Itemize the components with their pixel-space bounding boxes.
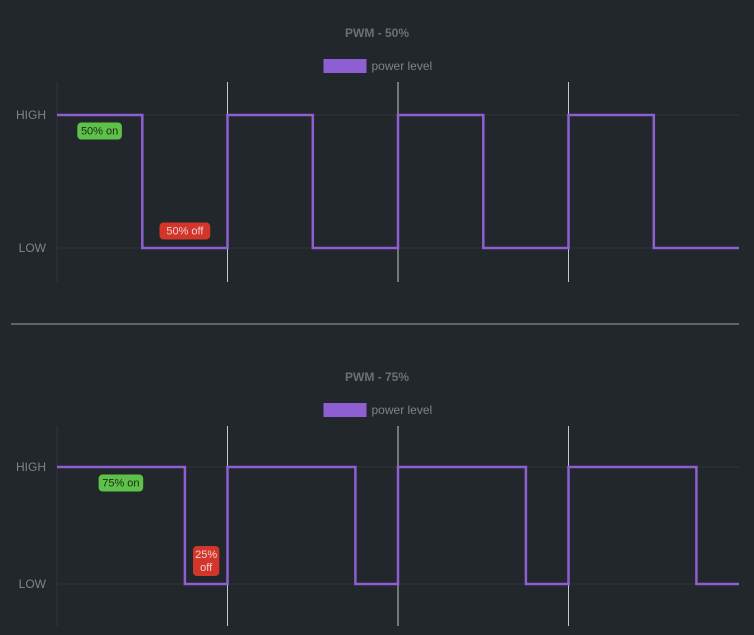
series-line-power-level — [57, 465, 739, 586]
chart-2: PWM - 75% power level LOW HIGH 75% on 25%off — [16, 370, 739, 626]
y-tick-label-low: LOW — [19, 241, 47, 255]
y-tick-label-high: HIGH — [16, 108, 46, 122]
off-badge-text: off — [200, 562, 213, 574]
legend-swatch — [323, 59, 367, 73]
series-line-power-level — [57, 113, 739, 250]
on-badge — [98, 474, 144, 492]
on-badge — [77, 122, 122, 140]
on-badge-text: 50% on — [81, 126, 118, 138]
legend-swatch — [323, 403, 367, 417]
off-badge-text: 25% — [195, 549, 217, 561]
chart-1: PWM - 50% power level LOW HIGH 50% on 50% off — [16, 26, 739, 282]
off-badge — [159, 222, 211, 240]
off-badge-text: 50% off — [166, 226, 204, 238]
legend-label: power level — [372, 59, 433, 73]
y-tick-label-high: HIGH — [16, 460, 46, 474]
legend-label: power level — [372, 403, 433, 417]
off-badge — [193, 546, 220, 576]
on-badge-text: 75% on — [102, 478, 139, 490]
chart-title: PWM - 75% — [345, 370, 409, 384]
y-tick-label-low: LOW — [19, 577, 47, 591]
chart-title: PWM - 50% — [345, 26, 409, 40]
